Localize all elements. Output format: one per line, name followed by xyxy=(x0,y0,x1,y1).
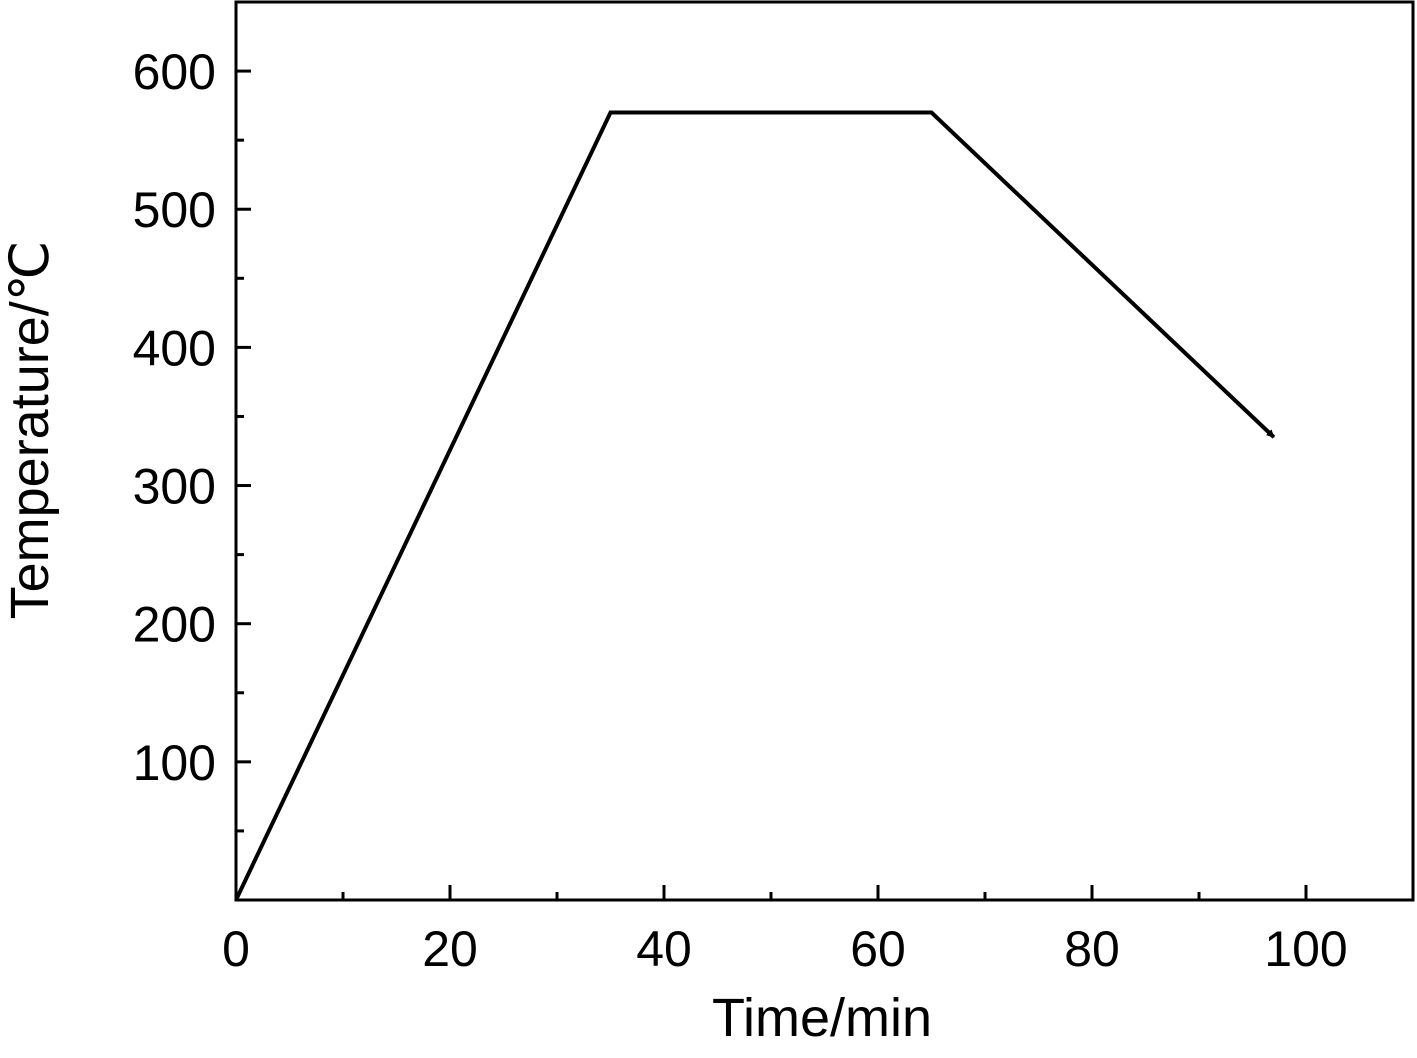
plot-frame xyxy=(234,0,1415,902)
x-tick-label: 20 xyxy=(422,921,478,977)
y-tick-label: 200 xyxy=(133,597,216,653)
y-tick-label: 600 xyxy=(133,44,216,100)
x-tick-label: 80 xyxy=(1064,921,1120,977)
x-tick-label: 60 xyxy=(850,921,906,977)
y-tick-label: 100 xyxy=(133,735,216,791)
x-tick-label: 40 xyxy=(636,921,692,977)
data-line xyxy=(234,110,1276,901)
y-axis-title: Temperature/℃ xyxy=(0,241,60,620)
y-tick-label: 500 xyxy=(133,182,216,238)
y-tick-label: 400 xyxy=(133,320,216,376)
y-tick-label: 300 xyxy=(133,459,216,515)
x-tick-label: 100 xyxy=(1264,921,1347,977)
x-axis-title: Time/min xyxy=(712,988,932,1048)
x-tick-label: 0 xyxy=(222,921,250,977)
